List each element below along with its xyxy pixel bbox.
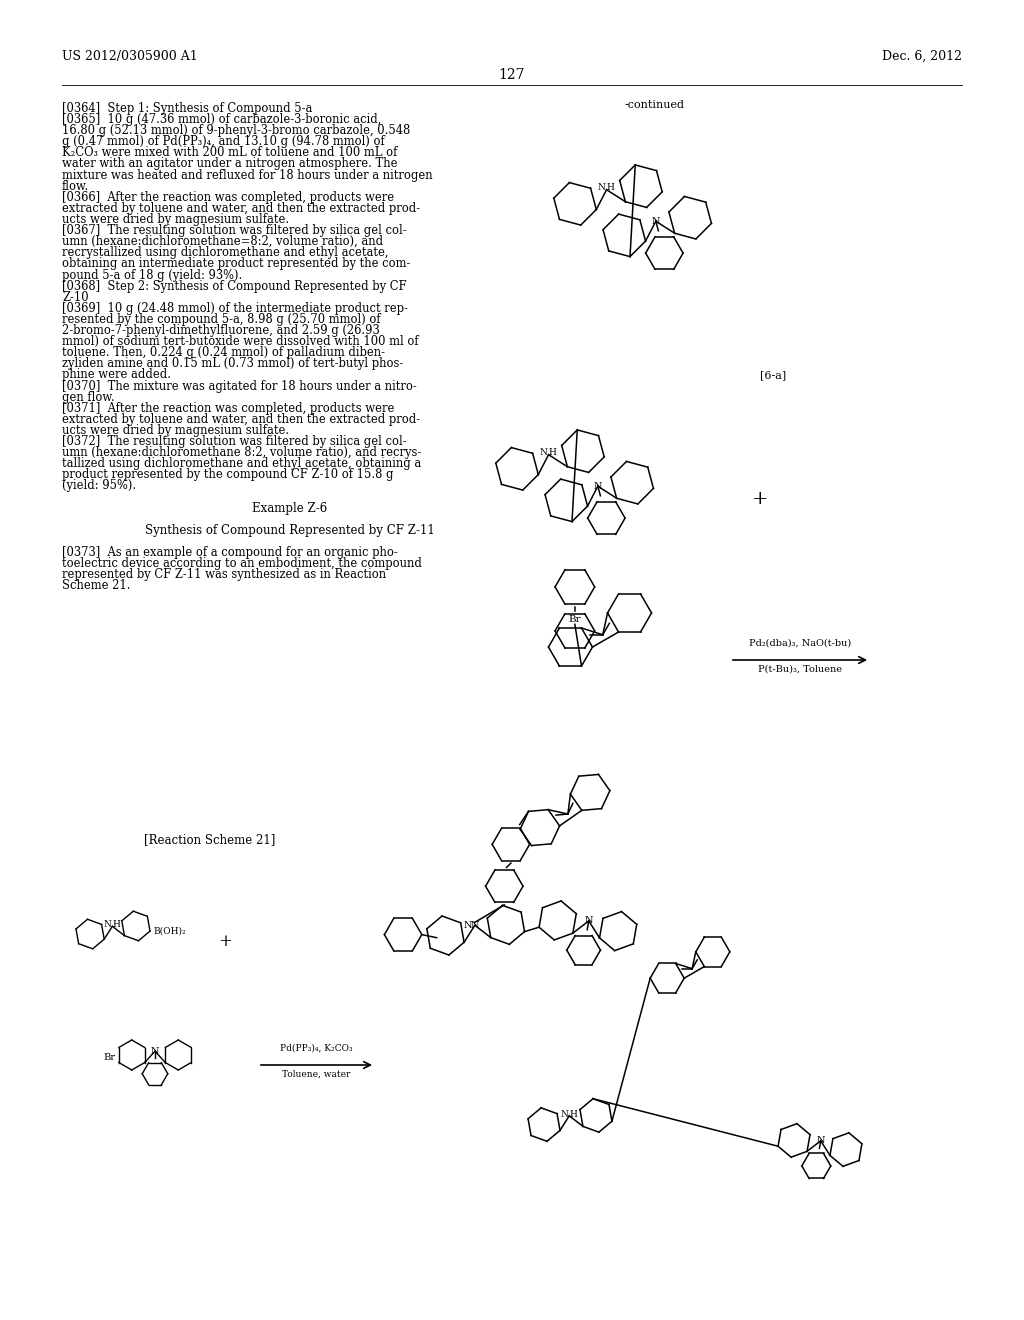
- Text: extracted by toluene and water, and then the extracted prod-: extracted by toluene and water, and then…: [62, 413, 420, 426]
- Text: umn (hexane:dichloromethane=8:2, volume ratio), and: umn (hexane:dichloromethane=8:2, volume …: [62, 235, 383, 248]
- Text: zyliden amine and 0.15 mL (0.73 mmol) of tert-butyl phos-: zyliden amine and 0.15 mL (0.73 mmol) of…: [62, 358, 403, 371]
- Text: Synthesis of Compound Represented by CF Z-11: Synthesis of Compound Represented by CF …: [145, 524, 435, 537]
- Text: resented by the compound 5-a, 8.98 g (25.70 mmol) of: resented by the compound 5-a, 8.98 g (25…: [62, 313, 381, 326]
- Text: +: +: [218, 933, 232, 950]
- Text: K₂CO₃ were mixed with 200 mL of toluene and 100 mL of: K₂CO₃ were mixed with 200 mL of toluene …: [62, 147, 397, 160]
- Text: Dec. 6, 2012: Dec. 6, 2012: [882, 50, 962, 63]
- Text: [0373]  As an example of a compound for an organic pho-: [0373] As an example of a compound for a…: [62, 546, 397, 558]
- Text: recrystallized using dichloromethane and ethyl acetate,: recrystallized using dichloromethane and…: [62, 247, 388, 259]
- Text: 16.80 g (52.13 mmol) of 9-phenyl-3-bromo carbazole, 0.548: 16.80 g (52.13 mmol) of 9-phenyl-3-bromo…: [62, 124, 411, 137]
- Text: 2-bromo-7-phenyl-dimethylfluorene, and 2.59 g (26.93: 2-bromo-7-phenyl-dimethylfluorene, and 2…: [62, 323, 380, 337]
- Text: [0368]  Step 2: Synthesis of Compound Represented by CF: [0368] Step 2: Synthesis of Compound Rep…: [62, 280, 407, 293]
- Text: [Reaction Scheme 21]: [Reaction Scheme 21]: [144, 833, 275, 846]
- Text: obtaining an intermediate product represented by the com-: obtaining an intermediate product repres…: [62, 257, 411, 271]
- Text: 127: 127: [499, 69, 525, 82]
- Text: N: N: [540, 447, 548, 457]
- Text: N: N: [585, 916, 593, 925]
- Text: Br: Br: [568, 615, 582, 624]
- Text: H: H: [113, 920, 120, 929]
- Text: water with an agitator under a nitrogen atmosphere. The: water with an agitator under a nitrogen …: [62, 157, 397, 170]
- Text: N: N: [463, 921, 472, 929]
- Text: N: N: [594, 482, 602, 491]
- Text: Pd₂(dba)₃, NaO(t-bu): Pd₂(dba)₃, NaO(t-bu): [749, 639, 851, 648]
- Text: gen flow.: gen flow.: [62, 391, 115, 404]
- Text: ucts were dried by magnesium sulfate.: ucts were dried by magnesium sulfate.: [62, 213, 289, 226]
- Text: extracted by toluene and water, and then the extracted prod-: extracted by toluene and water, and then…: [62, 202, 420, 215]
- Text: H: H: [569, 1110, 578, 1118]
- Text: +: +: [752, 490, 768, 508]
- Text: Scheme 21.: Scheme 21.: [62, 579, 130, 593]
- Text: N: N: [471, 921, 479, 929]
- Text: represented by CF Z-11 was synthesized as in Reaction: represented by CF Z-11 was synthesized a…: [62, 568, 386, 581]
- Text: Example Z-6: Example Z-6: [252, 502, 328, 515]
- Text: pound 5-a of 18 g (yield: 93%).: pound 5-a of 18 g (yield: 93%).: [62, 268, 243, 281]
- Text: N: N: [598, 183, 605, 191]
- Text: (yield: 95%).: (yield: 95%).: [62, 479, 136, 492]
- Text: mmol) of sodium tert-butoxide were dissolved with 100 ml of: mmol) of sodium tert-butoxide were disso…: [62, 335, 419, 348]
- Text: N: N: [816, 1137, 825, 1146]
- Text: ucts were dried by magnesium sulfate.: ucts were dried by magnesium sulfate.: [62, 424, 289, 437]
- Text: flow.: flow.: [62, 180, 89, 193]
- Text: [0370]  The mixture was agitated for 18 hours under a nitro-: [0370] The mixture was agitated for 18 h…: [62, 380, 417, 392]
- Text: toluene. Then, 0.224 g (0.24 mmol) of palladium diben-: toluene. Then, 0.224 g (0.24 mmol) of pa…: [62, 346, 385, 359]
- Text: [0371]  After the reaction was completed, products were: [0371] After the reaction was completed,…: [62, 401, 394, 414]
- Text: N: N: [151, 1047, 160, 1056]
- Text: US 2012/0305900 A1: US 2012/0305900 A1: [62, 50, 198, 63]
- Text: [0372]  The resulting solution was filtered by silica gel col-: [0372] The resulting solution was filter…: [62, 436, 407, 447]
- Text: [0367]  The resulting solution was filtered by silica gel col-: [0367] The resulting solution was filter…: [62, 224, 407, 238]
- Text: [0364]  Step 1: Synthesis of Compound 5-a: [0364] Step 1: Synthesis of Compound 5-a: [62, 102, 312, 115]
- Text: P(t-Bu)₃, Toluene: P(t-Bu)₃, Toluene: [758, 665, 842, 675]
- Text: tallized using dichloromethane and ethyl acetate, obtaining a: tallized using dichloromethane and ethyl…: [62, 457, 421, 470]
- Text: phine were added.: phine were added.: [62, 368, 171, 381]
- Text: N: N: [560, 1110, 568, 1118]
- Text: toelectric device according to an embodiment, the compound: toelectric device according to an embodi…: [62, 557, 422, 570]
- Text: H: H: [549, 447, 556, 457]
- Text: Toluene, water: Toluene, water: [283, 1071, 350, 1078]
- Text: Pd(PP₃)₄, K₂CO₃: Pd(PP₃)₄, K₂CO₃: [281, 1044, 353, 1053]
- Text: mixture was heated and refluxed for 18 hours under a nitrogen: mixture was heated and refluxed for 18 h…: [62, 169, 432, 182]
- Text: g (0.47 mmol) of Pd(PP₃)₄, and 13.10 g (94.78 mmol) of: g (0.47 mmol) of Pd(PP₃)₄, and 13.10 g (…: [62, 135, 385, 148]
- Text: N: N: [103, 920, 112, 929]
- Text: [6-a]: [6-a]: [760, 370, 786, 380]
- Text: [0365]  10 g (47.36 mmol) of carbazole-3-boronic acid,: [0365] 10 g (47.36 mmol) of carbazole-3-…: [62, 114, 381, 127]
- Text: product represented by the compound CF Z-10 of 15.8 g: product represented by the compound CF Z…: [62, 469, 393, 482]
- Text: Br: Br: [103, 1052, 116, 1061]
- Text: [0366]  After the reaction was completed, products were: [0366] After the reaction was completed,…: [62, 191, 394, 203]
- Text: N: N: [651, 216, 660, 226]
- Text: Z-10: Z-10: [62, 290, 89, 304]
- Text: -continued: -continued: [625, 100, 685, 110]
- Text: [0369]  10 g (24.48 mmol) of the intermediate product rep-: [0369] 10 g (24.48 mmol) of the intermed…: [62, 302, 408, 314]
- Text: B(OH)₂: B(OH)₂: [153, 927, 185, 936]
- Text: umn (hexane:dichloromethane 8:2, volume ratio), and recrys-: umn (hexane:dichloromethane 8:2, volume …: [62, 446, 421, 459]
- Text: H: H: [606, 183, 614, 191]
